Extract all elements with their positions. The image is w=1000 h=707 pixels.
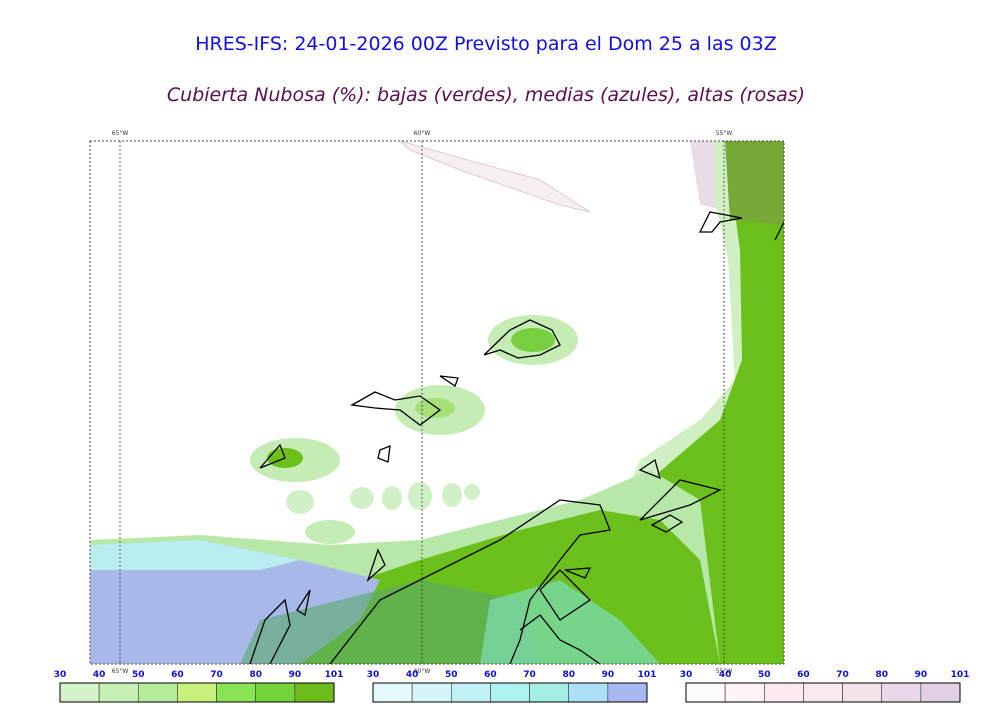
legend-swatch xyxy=(568,682,609,703)
legend-tick-label: 80 xyxy=(249,670,262,680)
legend-swatch xyxy=(529,682,570,703)
meridian-label: 60°W xyxy=(414,668,431,675)
legend-frame xyxy=(685,682,961,703)
legend-swatch xyxy=(294,682,335,703)
legend-tick-label: 80 xyxy=(875,670,888,680)
legend-swatch xyxy=(98,682,139,703)
legend-tick-label: 30 xyxy=(367,670,380,680)
legend-swatch xyxy=(803,682,843,703)
map-area xyxy=(90,141,784,664)
legend-tick-label: 50 xyxy=(445,670,458,680)
legend-tick-label: 60 xyxy=(171,670,184,680)
meridian-label: 55°W xyxy=(716,130,733,137)
legend-swatch xyxy=(372,682,413,703)
legend-tick-label: 101 xyxy=(951,670,970,680)
legend-swatch xyxy=(881,682,922,703)
legend-tick-label: 101 xyxy=(638,670,657,680)
legend-swatch xyxy=(920,682,961,703)
legend-swatch xyxy=(724,682,765,703)
legend-swatch xyxy=(411,682,452,703)
legend-tick-label: 40 xyxy=(719,670,732,680)
legend-tick-label: 90 xyxy=(602,670,615,680)
legend-swatch xyxy=(59,682,100,703)
legend-swatch xyxy=(490,682,530,703)
meridian-label: 60°W xyxy=(414,130,431,137)
legend-tick-label: 80 xyxy=(562,670,575,680)
legend-tick-label: 40 xyxy=(93,670,106,680)
legend-swatch xyxy=(255,682,296,703)
legend-swatch xyxy=(216,682,257,703)
legend-swatch xyxy=(685,682,726,703)
legend-tick-label: 30 xyxy=(680,670,693,680)
legend-swatch xyxy=(450,682,491,703)
meridian-label: 65°W xyxy=(112,668,129,675)
legend-tick-label: 60 xyxy=(797,670,810,680)
legend-swatch xyxy=(177,682,217,703)
legend-frame xyxy=(59,682,335,703)
legend-tick-label: 30 xyxy=(54,670,67,680)
legend-tick-label: 101 xyxy=(325,670,344,680)
map-frame xyxy=(89,140,785,665)
legend-tick-label: 70 xyxy=(836,670,849,680)
legend-frame xyxy=(372,682,648,703)
legend-swatch xyxy=(842,682,883,703)
legend-tick-label: 90 xyxy=(915,670,928,680)
legend-swatch xyxy=(763,682,804,703)
meridian-label: 65°W xyxy=(112,130,129,137)
legend-tick-label: 60 xyxy=(484,670,497,680)
meridian-label: 55°W xyxy=(716,668,733,675)
legend-tick-label: 50 xyxy=(758,670,771,680)
subtitle: Cubierta Nubosa (%): bajas (verdes), med… xyxy=(167,84,805,106)
legend-tick-label: 70 xyxy=(523,670,536,680)
title: HRES-IFS: 24-01-2026 00Z Previsto para e… xyxy=(195,33,777,55)
legend-swatch xyxy=(607,682,648,703)
legend-swatch xyxy=(137,682,178,703)
legend-tick-label: 90 xyxy=(289,670,302,680)
legend-tick-label: 70 xyxy=(210,670,223,680)
legend-tick-label: 50 xyxy=(132,670,145,680)
legend-tick-label: 40 xyxy=(406,670,419,680)
